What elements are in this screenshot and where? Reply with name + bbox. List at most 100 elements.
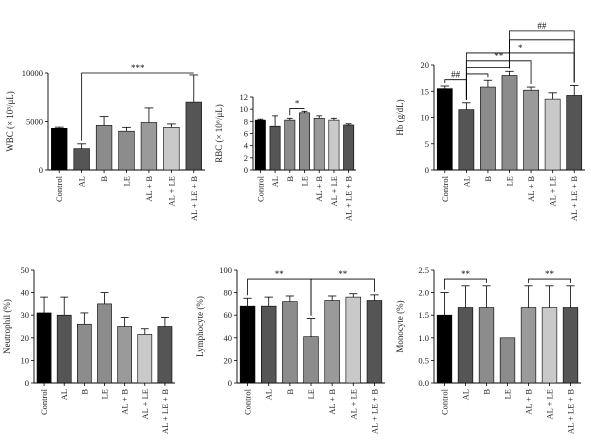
- category-label: AL + LE + B: [189, 176, 199, 221]
- category-label: AL + B: [526, 176, 536, 202]
- category-label: Control: [243, 388, 253, 415]
- significance-bracket-0: [81, 72, 194, 141]
- y-tick-label: 15: [421, 86, 430, 96]
- category-label: AL + LE: [545, 389, 555, 419]
- bar-2: [282, 301, 298, 384]
- y-tick-label: 0: [25, 378, 29, 388]
- category-label: AL + LE + B: [344, 176, 354, 221]
- bar-3: [501, 75, 518, 171]
- bar-0: [436, 314, 453, 384]
- bar-3: [97, 303, 112, 384]
- category-label: AL + LE: [140, 389, 150, 419]
- y-tick-label: 1.0: [418, 333, 429, 343]
- category-label: AL: [264, 389, 274, 400]
- bar-6: [566, 95, 583, 171]
- category-label: AL + LE: [166, 176, 176, 206]
- y-tick-label: 0: [425, 165, 429, 175]
- bar-1: [269, 125, 281, 171]
- bar-2: [480, 86, 496, 171]
- bar-6: [366, 300, 383, 384]
- bar-2: [478, 307, 495, 384]
- category-label: AL + B: [524, 389, 534, 415]
- bar-1: [56, 314, 72, 384]
- bar-5: [328, 119, 340, 171]
- bar-6: [343, 124, 355, 171]
- significance-label: *: [295, 99, 300, 109]
- y-axis-title: Neutrophil (%): [2, 299, 12, 354]
- chart-panel-rbc: 0 2 4 6 8 10 12 RBC (× 10⁶/μL) Control AL B LE AL + …: [214, 92, 356, 221]
- category-label: LE: [505, 176, 515, 186]
- significance-label: **: [275, 269, 285, 279]
- category-label: AL + LE + B: [569, 176, 579, 221]
- bar-1: [73, 148, 90, 171]
- significance-label: **: [545, 269, 555, 279]
- y-tick-label: 20: [21, 333, 30, 343]
- significance-label: ***: [131, 63, 145, 73]
- y-tick-label: 0: [228, 378, 232, 388]
- category-label: B: [483, 176, 493, 182]
- bar-6: [157, 326, 173, 384]
- category-label: Control: [440, 175, 450, 202]
- significance-label: ##: [537, 21, 547, 31]
- category-label: Control: [255, 175, 265, 202]
- bar-3: [303, 336, 319, 384]
- significance-bracket-6: [509, 30, 575, 83]
- bar-0: [239, 305, 256, 384]
- category-label: AL + LE: [348, 389, 358, 419]
- y-tick-label: 4: [244, 141, 249, 151]
- y-axis-title: Lymphocyte (%): [195, 296, 205, 357]
- y-tick-label: 12: [240, 92, 249, 102]
- category-label: LE: [306, 389, 316, 399]
- y-tick-label: 50: [21, 265, 30, 275]
- bar-2: [77, 323, 92, 384]
- category-label: AL + B: [327, 389, 337, 415]
- bar-1: [458, 109, 475, 171]
- y-tick-label: 0: [244, 165, 248, 175]
- y-tick-label: 10000: [22, 68, 43, 78]
- y-axis-title: WBC (× 10³/μL): [5, 91, 15, 152]
- bar-4: [324, 300, 340, 384]
- chart-panel-monocyte: 0.0 0.5 1.0 1.5 2.0 2.5 Monocyte (%) Control AL B…: [395, 265, 581, 434]
- significance-label: **: [461, 269, 471, 279]
- y-tick-label: 8: [244, 116, 248, 126]
- y-tick-label: 80: [224, 288, 233, 298]
- category-label: AL: [59, 389, 69, 400]
- category-label: AL: [461, 176, 471, 187]
- y-tick-label: 100: [219, 265, 232, 275]
- bar-4: [140, 122, 158, 171]
- category-label: Control: [440, 388, 450, 415]
- y-tick-label: 0.5: [418, 355, 429, 365]
- bar-5: [345, 296, 361, 384]
- y-tick-label: 10: [21, 355, 30, 365]
- y-tick-label: 30: [21, 310, 30, 320]
- significance-bracket-3: [465, 60, 532, 100]
- category-label: Control: [54, 175, 64, 202]
- y-tick-label: 2.5: [418, 265, 429, 275]
- category-label: LE: [503, 389, 513, 399]
- category-label: Control: [39, 388, 49, 415]
- significance-label: *: [518, 43, 523, 53]
- category-label: LE: [300, 176, 310, 186]
- y-axis-title: Hb (g/dL): [395, 99, 405, 135]
- category-label: B: [285, 389, 295, 395]
- category-label: LE: [122, 176, 132, 186]
- bar-4: [313, 117, 325, 171]
- category-label: AL: [270, 176, 280, 187]
- bar-4: [520, 307, 537, 384]
- y-tick-label: 2.0: [418, 288, 429, 298]
- chart-panel-wbc: 0 5000 10000 WBC (× 10³/μL) Control AL B LE AL +…: [5, 63, 205, 221]
- chart-panel-hb: 0 5 10 15 20 Hb (g/dL) Control AL B LE AL + B AL + …: [395, 21, 585, 221]
- bar-5: [137, 334, 153, 384]
- y-axis-title: Monocyte (%): [395, 300, 405, 352]
- y-tick-label: 10: [421, 113, 430, 123]
- y-tick-label: 5: [425, 139, 429, 149]
- significance-label: **: [494, 51, 504, 61]
- significance-bracket-1: [310, 278, 375, 316]
- category-label: B: [79, 389, 89, 395]
- y-tick-label: 60: [224, 310, 233, 320]
- bar-0: [254, 119, 266, 171]
- category-label: AL + LE: [548, 176, 558, 206]
- significance-label: **: [338, 269, 348, 279]
- bar-5: [544, 98, 561, 171]
